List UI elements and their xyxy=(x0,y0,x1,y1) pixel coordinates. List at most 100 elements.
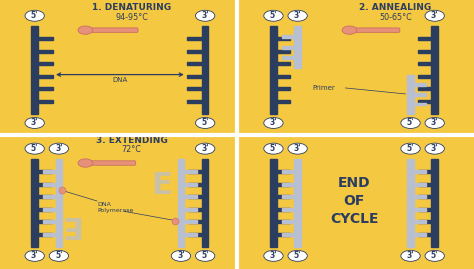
Text: 3': 3' xyxy=(294,144,301,153)
Text: 1. DENATURING: 1. DENATURING xyxy=(92,3,171,12)
FancyBboxPatch shape xyxy=(89,161,136,165)
Bar xyxy=(418,183,431,186)
Circle shape xyxy=(264,10,283,21)
Bar xyxy=(407,159,414,247)
Bar xyxy=(407,75,414,114)
Bar xyxy=(188,220,202,223)
Bar xyxy=(277,183,291,186)
Bar xyxy=(294,159,301,247)
Circle shape xyxy=(195,10,215,21)
Bar xyxy=(418,208,431,211)
Circle shape xyxy=(25,250,45,261)
Bar xyxy=(184,220,197,223)
Circle shape xyxy=(264,250,283,261)
Bar xyxy=(38,195,52,198)
Bar xyxy=(282,220,294,223)
Bar xyxy=(418,87,431,90)
Bar xyxy=(414,170,427,173)
Bar xyxy=(43,220,55,223)
Bar xyxy=(414,208,427,211)
Bar xyxy=(38,87,53,90)
Bar xyxy=(277,220,291,223)
Bar xyxy=(31,159,38,247)
Bar xyxy=(277,50,291,53)
Bar xyxy=(184,233,197,236)
Circle shape xyxy=(264,118,283,129)
FancyBboxPatch shape xyxy=(353,28,400,32)
Circle shape xyxy=(49,143,69,154)
Text: 3': 3' xyxy=(31,251,38,260)
Text: 3': 3' xyxy=(270,118,277,128)
Bar xyxy=(202,159,209,247)
Text: 5': 5' xyxy=(201,118,209,128)
Circle shape xyxy=(425,118,445,129)
Bar xyxy=(38,62,53,65)
Text: 50-65°C: 50-65°C xyxy=(379,13,412,22)
Text: 5': 5' xyxy=(31,11,38,20)
Bar xyxy=(184,183,197,186)
Bar xyxy=(418,220,431,223)
Bar xyxy=(187,62,202,65)
Circle shape xyxy=(401,250,420,261)
Circle shape xyxy=(401,143,420,154)
Bar xyxy=(418,37,431,40)
Bar xyxy=(277,195,291,198)
Bar xyxy=(277,62,291,65)
Bar xyxy=(187,87,202,90)
Bar xyxy=(277,233,291,236)
Text: 3': 3' xyxy=(55,144,63,153)
Bar xyxy=(38,233,52,236)
Bar xyxy=(418,170,431,173)
Bar xyxy=(31,26,38,114)
Bar xyxy=(38,100,53,103)
Circle shape xyxy=(78,159,93,167)
Circle shape xyxy=(425,143,445,154)
Bar xyxy=(294,26,301,68)
Bar xyxy=(187,75,202,78)
Bar xyxy=(38,50,53,53)
Text: END
OF
CYCLE: END OF CYCLE xyxy=(330,176,378,226)
Bar xyxy=(418,50,431,53)
Bar xyxy=(418,75,431,78)
Text: 3': 3' xyxy=(431,144,438,153)
Bar xyxy=(282,183,294,186)
Text: 5': 5' xyxy=(31,144,38,153)
Bar xyxy=(43,233,55,236)
Text: 5': 5' xyxy=(270,11,277,20)
FancyBboxPatch shape xyxy=(89,28,138,32)
Bar xyxy=(38,75,53,78)
Text: DNA
Polymerase: DNA Polymerase xyxy=(97,202,133,213)
Bar xyxy=(38,220,52,223)
Bar xyxy=(43,170,55,173)
Text: 3': 3' xyxy=(407,251,414,260)
Bar xyxy=(418,100,431,103)
Bar xyxy=(418,195,431,198)
Bar xyxy=(43,183,55,186)
Bar xyxy=(414,220,427,223)
Text: Primer: Primer xyxy=(313,85,336,91)
Bar xyxy=(277,75,291,78)
Circle shape xyxy=(195,143,215,154)
Bar xyxy=(414,183,427,186)
Circle shape xyxy=(25,143,45,154)
Text: E: E xyxy=(151,171,172,200)
Bar xyxy=(188,170,202,173)
Bar xyxy=(414,195,427,198)
Bar xyxy=(270,159,277,247)
Text: 3': 3' xyxy=(201,144,209,153)
Circle shape xyxy=(288,250,307,261)
Text: 5': 5' xyxy=(294,251,301,260)
Bar xyxy=(38,183,52,186)
Bar xyxy=(184,208,197,211)
Text: 72°C: 72°C xyxy=(121,146,141,154)
Bar xyxy=(414,93,427,96)
Bar xyxy=(414,102,427,105)
Circle shape xyxy=(25,10,45,21)
Text: 94-95°C: 94-95°C xyxy=(115,13,148,22)
Bar xyxy=(187,100,202,103)
Circle shape xyxy=(288,143,307,154)
Text: 3': 3' xyxy=(294,11,301,20)
Bar xyxy=(282,208,294,211)
Circle shape xyxy=(49,250,69,261)
Bar xyxy=(184,170,197,173)
